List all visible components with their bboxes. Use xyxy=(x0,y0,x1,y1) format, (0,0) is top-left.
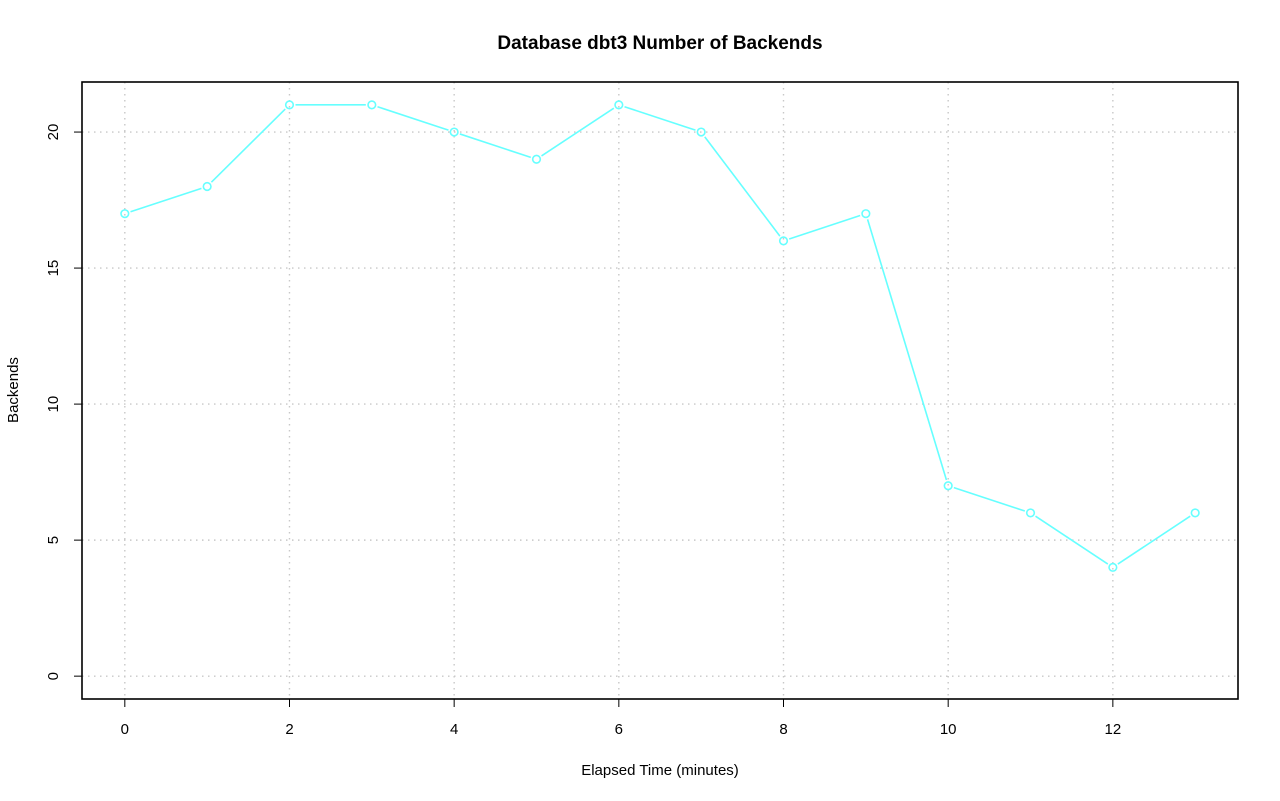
y-axis-label: Backends xyxy=(5,357,22,423)
y-tick-label-10: 10 xyxy=(45,396,62,413)
grid-lines xyxy=(82,82,1238,699)
series-0-segment-3 xyxy=(377,105,449,131)
data-point-13 xyxy=(1190,508,1200,518)
series-0-segment-5 xyxy=(541,107,615,157)
series-0-segment-1 xyxy=(210,108,286,183)
series-0-segment-12 xyxy=(1117,515,1191,565)
x-tick-label-12: 12 xyxy=(1105,721,1122,738)
series-0-segment-7 xyxy=(704,136,781,237)
x-tick-label-4: 4 xyxy=(450,721,458,738)
y-tick-label-5: 5 xyxy=(45,536,62,544)
series-0-segment-0 xyxy=(130,187,202,213)
series-0-segment-8 xyxy=(788,214,861,240)
y-tick-label-15: 15 xyxy=(45,260,62,277)
data-point-11 xyxy=(1025,508,1036,518)
data-point-4 xyxy=(449,127,459,137)
x-tick-label-8: 8 xyxy=(779,721,787,738)
data-point-8 xyxy=(778,236,789,246)
x-tick-label-2: 2 xyxy=(285,721,293,738)
series-0-segment-9 xyxy=(866,219,948,481)
series-backends xyxy=(120,100,1200,572)
data-point-3 xyxy=(367,100,377,110)
data-point-7 xyxy=(696,127,706,137)
data-point-2 xyxy=(284,100,295,110)
data-point-5 xyxy=(531,154,542,164)
x-axis-label: Elapsed Time (minutes) xyxy=(581,762,739,779)
data-point-6 xyxy=(614,100,624,110)
data-point-10 xyxy=(943,481,953,491)
y-tick-label-0: 0 xyxy=(45,672,62,680)
series-0-segment-11 xyxy=(1035,515,1109,565)
x-tick-label-6: 6 xyxy=(615,721,623,738)
x-tick-label-10: 10 xyxy=(940,721,957,738)
y-axis: 0 5 10 15 20 xyxy=(45,124,83,680)
series-0-segment-4 xyxy=(459,133,532,159)
chart-title: Database dbt3 Number of Backends xyxy=(497,33,822,54)
x-axis: 0 2 4 6 8 10 12 xyxy=(121,698,1122,738)
data-point-1 xyxy=(202,181,212,192)
plot-frame xyxy=(81,81,1239,700)
x-tick-label-0: 0 xyxy=(121,721,129,738)
series-0-segment-10 xyxy=(953,486,1026,512)
data-point-12 xyxy=(1108,562,1118,572)
series-0-segment-6 xyxy=(624,105,696,131)
y-tick-label-20: 20 xyxy=(45,124,62,141)
data-point-9 xyxy=(861,209,871,219)
data-point-0 xyxy=(120,209,130,219)
